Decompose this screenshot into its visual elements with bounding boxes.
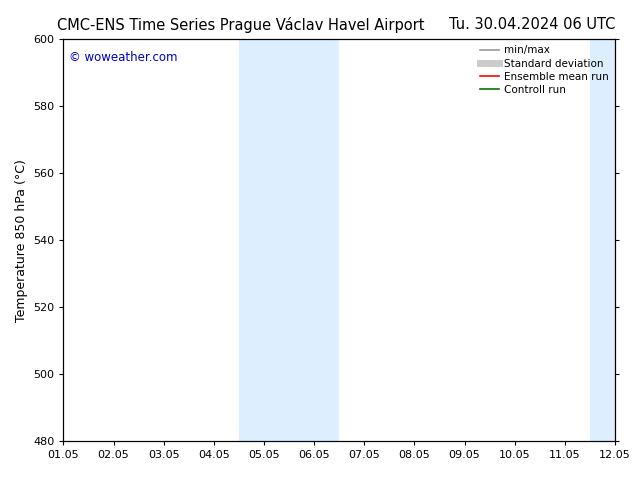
Text: © woweather.com: © woweather.com (69, 51, 178, 64)
Text: Tu. 30.04.2024 06 UTC: Tu. 30.04.2024 06 UTC (449, 17, 615, 32)
Text: CMC-ENS Time Series Prague Václav Havel Airport: CMC-ENS Time Series Prague Václav Havel … (57, 17, 425, 33)
Bar (239, 39, 339, 441)
Legend: min/max, Standard deviation, Ensemble mean run, Controll run: min/max, Standard deviation, Ensemble me… (476, 41, 613, 99)
Bar (590, 39, 634, 441)
Y-axis label: Temperature 850 hPa (°C): Temperature 850 hPa (°C) (15, 159, 27, 321)
